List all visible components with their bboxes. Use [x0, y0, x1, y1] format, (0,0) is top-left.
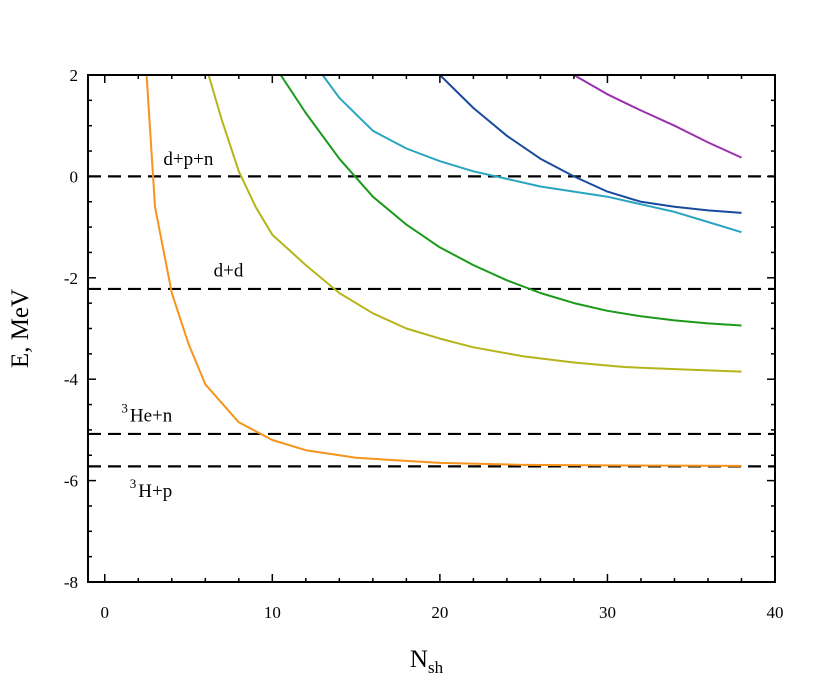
series-line-5	[573, 74, 742, 159]
y-tick-label: -2	[64, 269, 78, 288]
x-axis-title: Nsh	[410, 646, 444, 677]
series-line-0	[145, 74, 742, 467]
threshold-label: H+p	[138, 481, 172, 502]
series-line-3	[321, 74, 742, 234]
series-line-2	[279, 74, 742, 327]
threshold-label-superscript: 3	[121, 400, 128, 415]
y-tick-label: -4	[64, 370, 79, 389]
threshold-label: d+d	[214, 260, 244, 281]
threshold-labels: d+p+nd+d3 He+n3 H+p	[121, 149, 243, 502]
y-tick-label: 2	[70, 66, 79, 85]
x-tick-label: 10	[264, 603, 281, 622]
x-tick-label: 30	[599, 603, 616, 622]
x-axis-title-main: N	[410, 646, 428, 673]
series-line-1	[207, 74, 742, 373]
series-line-4	[439, 74, 742, 214]
x-tick-label: 20	[431, 603, 448, 622]
axis-ticks	[88, 74, 776, 583]
threshold-label: d+p+n	[163, 149, 213, 170]
threshold-label-superscript: 3	[130, 476, 137, 491]
y-tick-label: -8	[64, 573, 78, 592]
y-tick-label: -6	[64, 472, 78, 491]
threshold-label: He+n	[130, 405, 173, 426]
threshold-lines	[88, 175, 775, 468]
y-axis-title: E, MeV	[7, 289, 34, 368]
series-lines	[145, 74, 742, 467]
x-tick-labels: 0 10 20 30 40	[101, 603, 784, 622]
x-tick-label: 40	[767, 603, 784, 622]
y-tick-label: 0	[70, 167, 79, 186]
x-tick-label: 0	[101, 603, 110, 622]
y-tick-labels: 2 0 -2 -4 -6 -8	[64, 66, 79, 592]
x-axis-title-subscript: sh	[428, 658, 444, 677]
